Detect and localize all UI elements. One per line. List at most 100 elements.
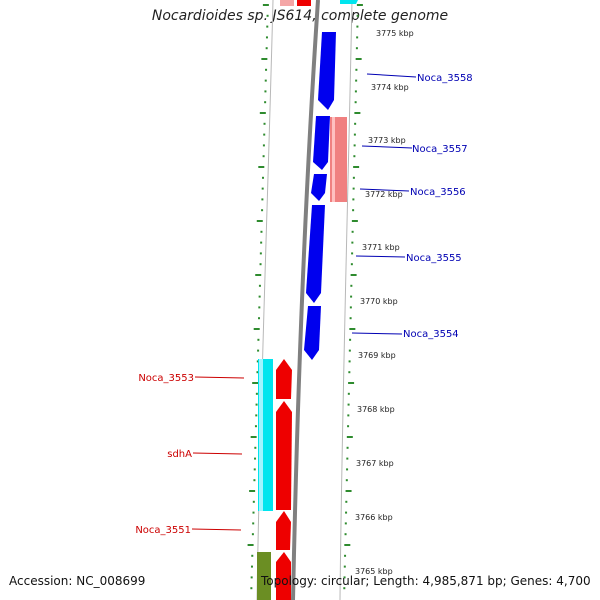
tick-label: 3769 kbp bbox=[358, 351, 396, 360]
tick-mark bbox=[251, 554, 254, 557]
tick-label: 3766 kbp bbox=[355, 513, 393, 522]
gene-label-noca-3556[interactable]: Noca_3556 bbox=[410, 187, 466, 198]
gene-arrow-noca-3553[interactable] bbox=[276, 359, 292, 399]
tick-mark bbox=[352, 176, 355, 179]
tick-mark bbox=[345, 490, 352, 492]
gene-label-noca-3551[interactable]: Noca_3551 bbox=[135, 525, 191, 536]
tick-mark bbox=[263, 122, 266, 125]
gene-arrow-noca-3551[interactable] bbox=[276, 511, 291, 550]
tick-mark bbox=[356, 25, 359, 28]
tick-mark bbox=[263, 133, 266, 136]
tick-label: 3771 kbp bbox=[362, 243, 400, 252]
tick-mark bbox=[347, 392, 350, 395]
connector-noca-3553 bbox=[194, 376, 245, 379]
tick-mark bbox=[345, 511, 348, 514]
gene-arrow-noca-3557[interactable] bbox=[313, 116, 330, 170]
connector-noca-3551 bbox=[191, 528, 242, 531]
tick-mark bbox=[355, 68, 358, 71]
tick-mark bbox=[346, 457, 349, 460]
tick-mark bbox=[258, 317, 261, 320]
label-connectors bbox=[191, 73, 417, 531]
tick-labels: 3775 kbp 3774 kbp 3773 kbp 3772 kbp 3771… bbox=[355, 29, 414, 576]
backbone-line bbox=[291, 0, 320, 600]
gene-label-noca-3553[interactable]: Noca_3553 bbox=[138, 373, 194, 384]
tick-mark bbox=[258, 166, 265, 168]
tick-mark bbox=[264, 79, 267, 82]
tick-mark bbox=[252, 511, 255, 514]
gene-arrow-noca-3555[interactable] bbox=[306, 205, 325, 303]
tick-mark bbox=[356, 14, 359, 17]
gene-label-noca-3554[interactable]: Noca_3554 bbox=[403, 329, 459, 340]
tick-mark bbox=[350, 284, 353, 287]
tick-mark bbox=[346, 436, 353, 438]
tick-mark bbox=[252, 500, 255, 503]
tick-mark bbox=[261, 176, 264, 179]
tick-mark bbox=[347, 414, 350, 417]
tick-mark bbox=[253, 328, 260, 330]
tick-label: 3765 kbp bbox=[355, 567, 393, 576]
tick-mark bbox=[261, 58, 268, 60]
outer-band-right-edge bbox=[339, 0, 353, 600]
tick-mark bbox=[353, 155, 356, 158]
tick-mark bbox=[343, 565, 346, 568]
tick-mark bbox=[254, 457, 257, 460]
gene-label-sdha[interactable]: sdhA bbox=[167, 449, 192, 460]
tick-mark bbox=[353, 133, 356, 136]
gene-top-cut bbox=[340, 0, 358, 4]
gene-olive-bottom[interactable] bbox=[257, 552, 271, 600]
tick-mark bbox=[347, 425, 350, 428]
tick-mark bbox=[258, 306, 261, 309]
tick-mark bbox=[346, 468, 349, 471]
tick-mark bbox=[256, 360, 259, 363]
tick-mark bbox=[350, 295, 353, 298]
tick-mark bbox=[260, 230, 263, 233]
gene-arrow-noca-3558[interactable] bbox=[318, 32, 336, 110]
tick-mark bbox=[251, 533, 254, 536]
tick-mark bbox=[266, 25, 269, 28]
gene-label-noca-3555[interactable]: Noca_3555 bbox=[406, 253, 462, 264]
gene-arrow-noca-3554[interactable] bbox=[304, 306, 321, 360]
tick-mark bbox=[253, 468, 256, 471]
gene-label-noca-3558[interactable]: Noca_3558 bbox=[417, 73, 473, 84]
pink-genes bbox=[280, 0, 347, 202]
tick-mark bbox=[349, 306, 352, 309]
gene-arrow-sdha[interactable] bbox=[276, 401, 292, 510]
tick-label: 3772 kbp bbox=[365, 190, 403, 199]
tick-mark bbox=[356, 4, 363, 6]
tick-mark bbox=[354, 112, 361, 114]
tick-mark bbox=[350, 263, 353, 266]
tick-mark bbox=[256, 371, 259, 374]
tick-mark bbox=[264, 90, 267, 93]
tick-label: 3773 kbp bbox=[368, 136, 406, 145]
tick-mark bbox=[261, 187, 264, 190]
tick-mark bbox=[356, 36, 359, 39]
tick-mark bbox=[265, 36, 268, 39]
tick-mark bbox=[344, 522, 347, 525]
gene-label-noca-3557[interactable]: Noca_3557 bbox=[412, 144, 468, 155]
tick-mark bbox=[353, 166, 360, 168]
outer-band-left-edge bbox=[256, 0, 274, 600]
topology-text: Topology: circular; Length: 4,985,871 bp… bbox=[261, 574, 591, 588]
tick-mark bbox=[348, 371, 351, 374]
tick-mark bbox=[349, 338, 352, 341]
tick-mark bbox=[355, 79, 358, 82]
tick-mark bbox=[354, 122, 357, 125]
tick-mark bbox=[266, 14, 269, 17]
tick-mark bbox=[255, 392, 258, 395]
tick-mark bbox=[350, 274, 357, 276]
tick-mark bbox=[351, 230, 354, 233]
connector-noca-3556 bbox=[359, 188, 410, 192]
gene-arrow-noca-3556[interactable] bbox=[311, 174, 327, 201]
connector-noca-3558 bbox=[366, 73, 417, 78]
tick-label: 3767 kbp bbox=[356, 459, 394, 468]
gene-pink-highlight bbox=[332, 117, 335, 202]
tick-mark bbox=[354, 101, 357, 104]
tick-mark bbox=[351, 252, 354, 255]
tick-mark bbox=[348, 349, 351, 352]
tick-mark bbox=[249, 490, 256, 492]
tick-mark bbox=[343, 587, 346, 590]
gene-red-top bbox=[297, 0, 311, 6]
tick-mark bbox=[254, 446, 257, 449]
tick-mark bbox=[258, 295, 261, 298]
